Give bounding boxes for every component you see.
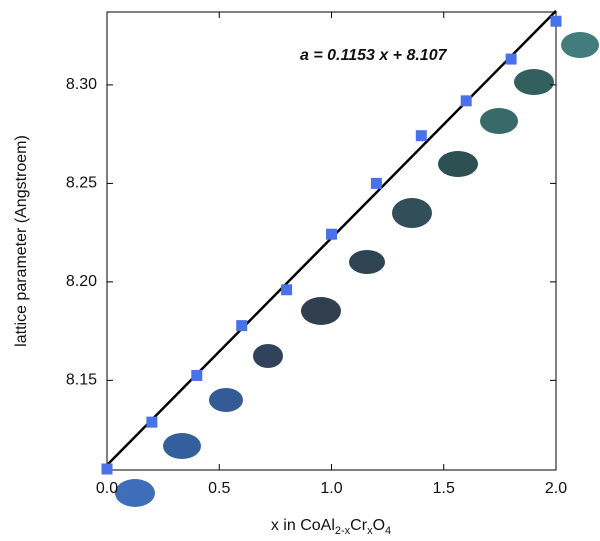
data-point	[146, 416, 158, 428]
data-point	[415, 130, 427, 142]
y-tick-label: 8.20	[66, 273, 97, 290]
powder-samples	[115, 32, 599, 507]
powder	[253, 344, 283, 368]
powder	[480, 108, 518, 134]
data-point	[281, 284, 293, 296]
data-point	[326, 228, 337, 240]
x-axis-label-subscript: 2-x	[335, 525, 351, 537]
x-tick-label: 1.0	[320, 480, 342, 497]
x-axis-label-part: x in CoAl	[271, 517, 335, 534]
x-axis-label-part: O	[373, 517, 385, 534]
powder	[561, 32, 599, 58]
powder	[209, 388, 243, 412]
data-point	[101, 463, 113, 475]
powder	[392, 198, 432, 228]
x-axis-label-subscript: x	[367, 525, 373, 537]
data-point	[191, 369, 203, 381]
x-tick-label: 1.5	[433, 480, 455, 497]
data-point	[370, 177, 382, 189]
x-axis-label: x in CoAl2-xCrxO4	[271, 517, 391, 537]
x-tick-label: 0.0	[96, 480, 118, 497]
x-tick-label: 2.0	[545, 480, 567, 497]
powder	[301, 297, 341, 325]
y-tick-label: 8.15	[66, 372, 97, 389]
data-point	[460, 95, 472, 107]
powder	[115, 479, 155, 507]
powder	[163, 433, 201, 459]
powder	[438, 151, 478, 177]
x-axis-label-part: Cr	[350, 517, 368, 534]
fit-equation: a = 0.1153 x + 8.107	[300, 47, 448, 64]
x-axis-label-subscript: 4	[385, 525, 391, 537]
y-axis-label: lattice parameter (Angstroem)	[13, 135, 30, 347]
powder	[514, 69, 554, 95]
data-point	[236, 320, 248, 332]
powder	[349, 250, 385, 274]
data-point	[550, 15, 562, 27]
x-tick-label: 0.5	[208, 480, 230, 497]
data-point	[505, 53, 517, 65]
y-tick-label: 8.25	[66, 175, 97, 192]
y-tick-label: 8.30	[66, 76, 97, 93]
